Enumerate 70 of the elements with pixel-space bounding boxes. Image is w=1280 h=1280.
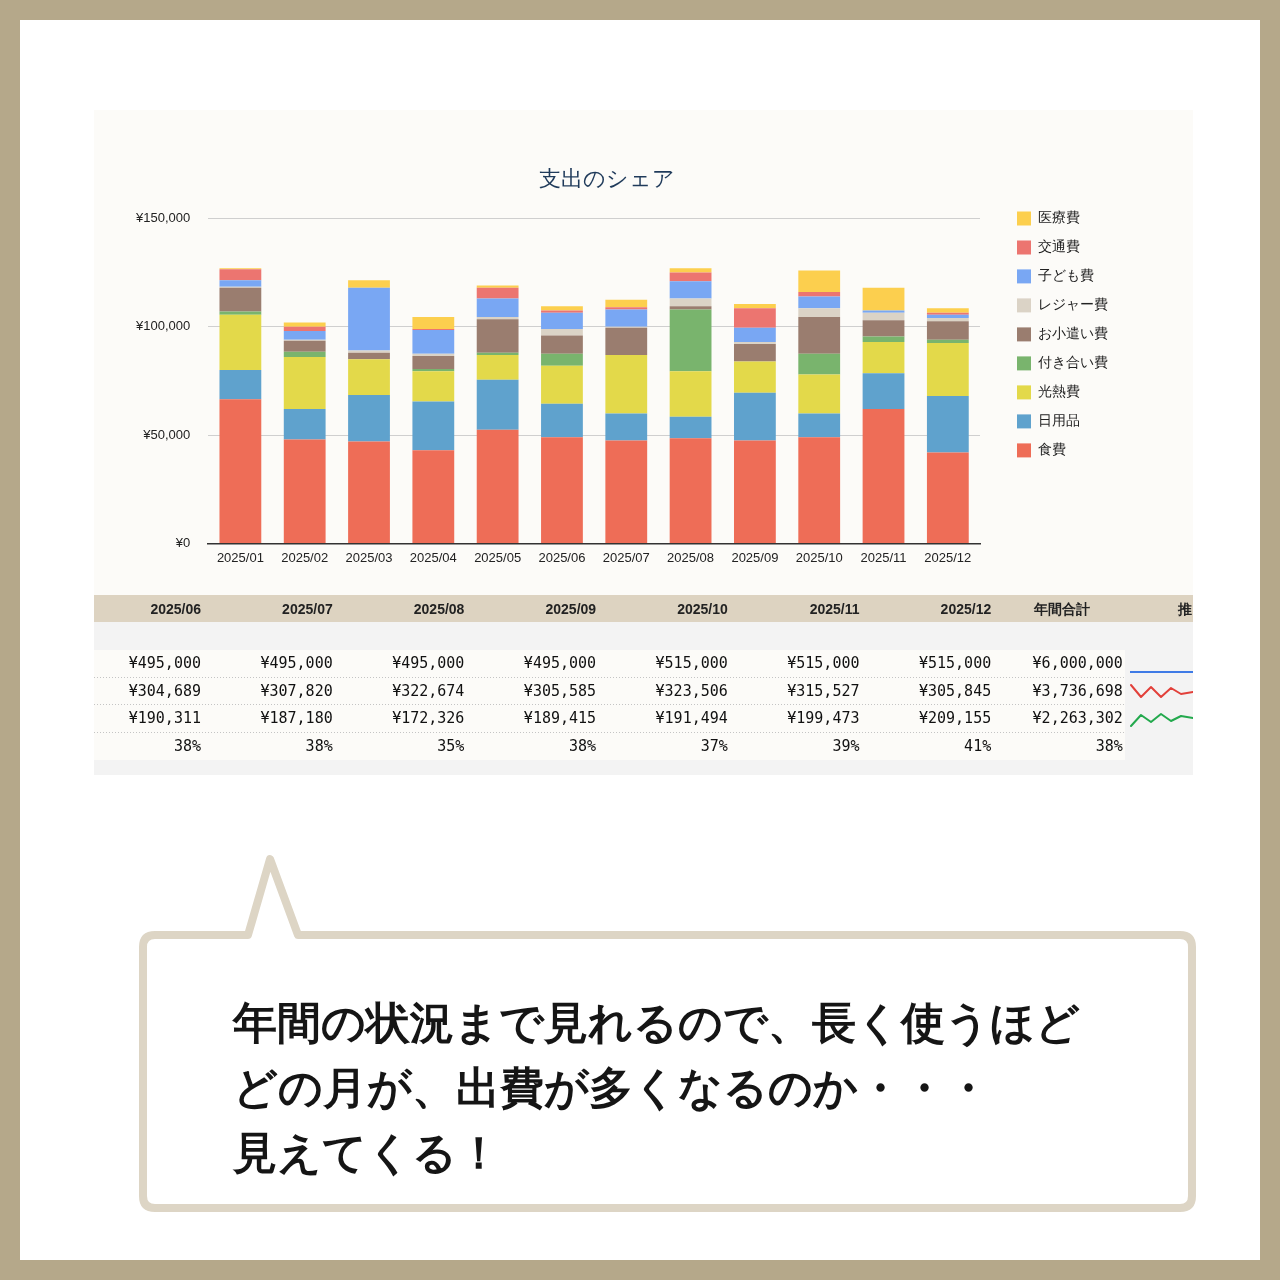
data-label: ¥315,527	[787, 680, 860, 702]
y-tick-label: ¥50,000	[142, 426, 191, 442]
x-tick-label: 2025/10	[795, 549, 843, 565]
text: 年間の状況まで見れるので、長く使うほど	[233, 996, 1080, 1050]
y-tick-label: ¥0	[174, 534, 191, 550]
legend-label: 医療費	[1038, 209, 1080, 226]
data-label: 39%	[832, 735, 860, 757]
data-label: ¥515,000	[787, 653, 860, 674]
data-label: 38%	[173, 735, 201, 757]
data-label: ¥6,000,000	[1032, 653, 1123, 674]
data-label: ¥199,473	[787, 708, 860, 729]
data-label: 38%	[305, 735, 333, 757]
x-tick-label: 2025/09	[731, 549, 779, 565]
y-tick-label: ¥100,000	[134, 318, 191, 334]
legend-label: 光熱費	[1038, 383, 1080, 400]
x-tick-label: 2025/11	[860, 549, 907, 565]
category-label: 2025/08	[413, 600, 465, 619]
text: どの月が、出費が多くなるのか・・・	[233, 1061, 990, 1115]
data-label: ¥323,506	[655, 680, 728, 702]
legend-label: お小遣い費	[1038, 325, 1108, 342]
category-label: 年間合計	[1033, 600, 1091, 619]
data-label: 38%	[1095, 735, 1123, 757]
data-label: ¥305,845	[918, 680, 992, 702]
text: 見えてくる！	[233, 1126, 501, 1180]
x-tick-label: 2025/06	[538, 549, 586, 565]
data-label: ¥515,000	[655, 653, 728, 674]
data-label: ¥307,820	[260, 680, 333, 702]
data-label: ¥189,415	[523, 708, 597, 729]
x-tick-label: 2025/07	[602, 549, 650, 565]
data-label: ¥2,263,302	[1032, 708, 1123, 729]
data-label: ¥209,155	[918, 708, 992, 729]
data-label: ¥187,180	[260, 708, 333, 729]
data-label: ¥495,000	[260, 653, 333, 674]
category-label: 2025/06	[150, 600, 201, 619]
y-tick-label: ¥150,000	[134, 209, 191, 225]
x-tick-label: 2025/05	[474, 549, 522, 565]
category-label: 2025/09	[545, 600, 597, 619]
legend-label: 日用品	[1038, 412, 1080, 429]
legend-label: 食費	[1038, 441, 1066, 458]
data-label: ¥304,689	[128, 680, 201, 702]
x-tick-label: 2025/03	[345, 549, 393, 565]
data-label: ¥495,000	[523, 653, 597, 674]
data-label: ¥515,000	[918, 653, 992, 674]
category-label: 2025/10	[677, 600, 728, 619]
category-label: 2025/12	[940, 600, 992, 619]
x-tick-label: 2025/01	[216, 549, 264, 565]
legend-label: レジャー費	[1038, 296, 1108, 313]
x-tick-label: 2025/02	[281, 549, 329, 565]
data-label: 41%	[964, 735, 992, 757]
category-label: 2025/07	[282, 600, 333, 619]
x-tick-label: 2025/08	[667, 549, 715, 565]
data-label: ¥495,000	[392, 653, 465, 674]
legend-label: 交通費	[1038, 238, 1080, 255]
data-label: ¥322,674	[392, 680, 465, 702]
data-label: ¥190,311	[128, 708, 201, 729]
data-label: 38%	[569, 735, 597, 757]
x-tick-label: 2025/04	[409, 549, 457, 565]
data-label: ¥3,736,698	[1032, 680, 1123, 702]
x-tick-label: 2025/12	[924, 549, 972, 565]
data-label: ¥191,494	[655, 708, 728, 729]
legend-label: 付き合い費	[1037, 354, 1108, 371]
data-label: ¥172,326	[392, 708, 465, 729]
data-label: ¥495,000	[128, 653, 201, 674]
data-label: ¥305,585	[523, 680, 597, 702]
data-label: 37%	[700, 735, 728, 757]
category-label: 2025/11	[809, 600, 860, 619]
data-label: 35%	[437, 735, 465, 757]
chart-title: 支出のシェア	[539, 166, 675, 192]
legend-label: 子ども費	[1038, 267, 1094, 284]
category-label: 推	[1178, 600, 1192, 619]
